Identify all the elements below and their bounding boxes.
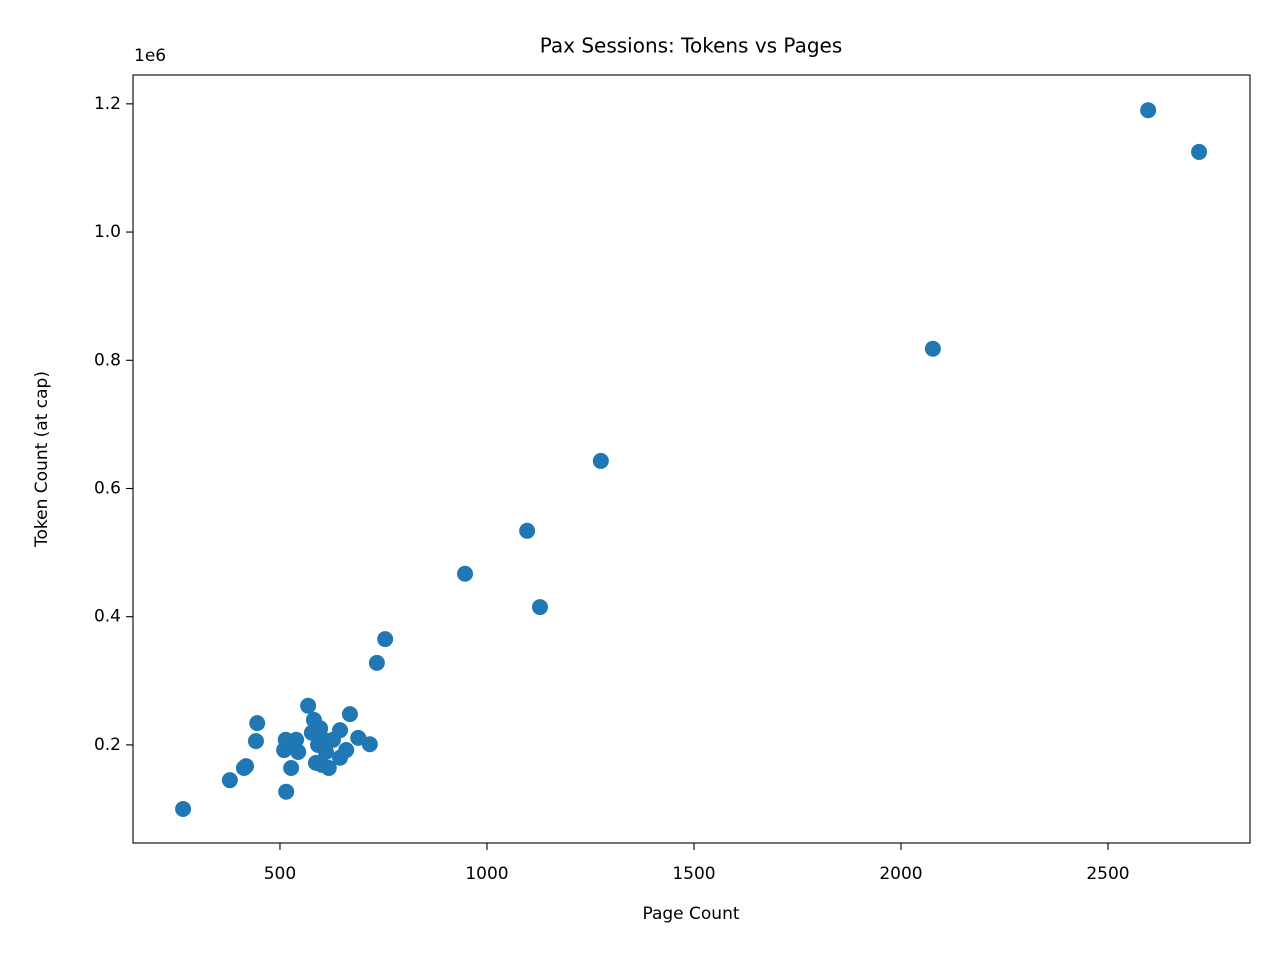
point [924,340,941,357]
y-tick-label: 0.4 [94,607,121,627]
point [317,743,334,760]
point [249,715,266,732]
point [531,599,548,616]
point [592,452,609,469]
x-tick-label: 1000 [465,864,508,884]
point [368,654,385,671]
point [519,522,536,539]
point [300,697,317,714]
point [457,565,474,582]
point [1191,143,1208,160]
y-tick-label: 1.0 [94,222,121,242]
point [338,742,355,759]
point [320,759,337,776]
x-tick-label: 2000 [879,864,922,884]
plot-area [175,102,1208,818]
point [247,733,264,750]
point [341,706,358,723]
x-tick-label: 2500 [1086,864,1129,884]
point [288,731,305,748]
point [283,759,300,776]
point [221,772,238,789]
chart-title: Pax Sessions: Tokens vs Pages [540,34,843,58]
x-tick-label: 1500 [672,864,715,884]
y-tick-label: 1.2 [94,94,121,114]
point [238,758,255,775]
y-tick-label: 0.8 [94,350,121,370]
y-tick-label: 0.2 [94,735,121,755]
x-tick-label: 500 [264,864,296,884]
y-offset-text: 1e6 [134,46,166,66]
point [361,736,378,753]
point [175,801,192,818]
y-axis-label: Token Count (at cap) [32,371,52,548]
point [278,783,295,800]
x-axis-label: Page Count [642,904,739,924]
point [332,722,349,739]
point [1140,102,1157,119]
axes-frame [132,74,1251,844]
y-tick-label: 0.6 [94,478,121,498]
point [377,631,394,648]
point [290,743,307,760]
